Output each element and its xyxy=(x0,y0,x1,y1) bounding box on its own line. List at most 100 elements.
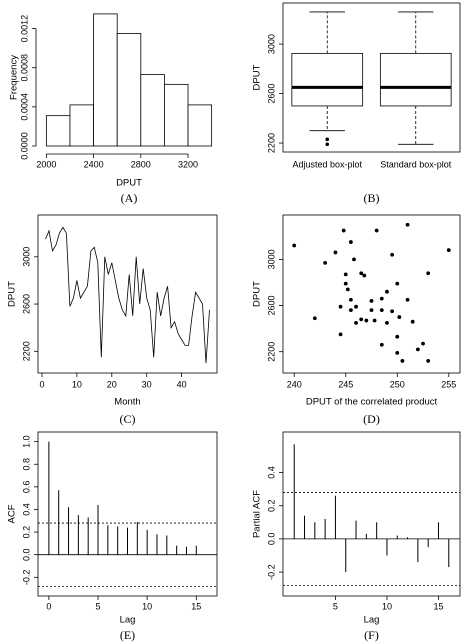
point xyxy=(395,350,400,355)
panel-caption: (A) xyxy=(121,191,138,205)
point xyxy=(385,320,389,325)
point xyxy=(372,318,377,323)
y-tick-label: 2600 xyxy=(266,84,276,104)
point xyxy=(390,309,395,314)
point xyxy=(379,308,384,313)
y-tick-label: 0.0000 xyxy=(19,132,29,160)
panel: 2200 2600 3000 DPUT 0 10 20 30 40 Month (C) xyxy=(7,214,218,426)
y-axis-label: Partial ACF xyxy=(252,490,263,538)
y-tick-label: 2600 xyxy=(21,294,31,314)
x-tick-label: 0 xyxy=(39,379,44,389)
y-tick-label: 0.0012 xyxy=(19,15,29,43)
point xyxy=(379,296,384,301)
point xyxy=(379,342,384,347)
y-tick-label: 0.2 xyxy=(21,526,31,539)
y-tick-label: 0.6 xyxy=(21,481,31,494)
outlier xyxy=(325,142,330,147)
y-tick-label: 0.4 xyxy=(266,466,276,479)
point xyxy=(352,257,356,262)
point xyxy=(348,297,353,302)
data-line xyxy=(45,226,210,364)
histogram-bar xyxy=(69,104,94,147)
point xyxy=(374,228,379,233)
plot-frame xyxy=(37,214,218,374)
panel: -0.2 0.0 0.2 0.4 Partial ACF 5 10 15 Lag (F) xyxy=(252,431,461,642)
point xyxy=(395,334,400,339)
y-tick-label: -0.2 xyxy=(21,570,31,586)
x-tick-label: 2000 xyxy=(36,159,56,169)
y-tick-label: 2600 xyxy=(266,296,276,316)
point xyxy=(390,252,395,257)
y-tick-label: 0.4 xyxy=(21,503,31,516)
point xyxy=(359,271,364,276)
x-tick-label: 10 xyxy=(382,601,392,611)
point xyxy=(405,297,410,302)
point xyxy=(369,299,374,303)
x-tick-label: 10 xyxy=(142,601,152,611)
y-tick-label: 3000 xyxy=(21,247,31,267)
y-tick-label: 0.0 xyxy=(21,548,31,561)
histogram-bar xyxy=(187,104,213,147)
point xyxy=(333,250,338,255)
plot-frame xyxy=(282,214,461,374)
point xyxy=(345,287,350,292)
point xyxy=(343,281,348,286)
point xyxy=(410,319,415,324)
histogram-bar xyxy=(140,74,165,147)
plot-frame xyxy=(282,431,461,597)
x-axis-label: DPUT xyxy=(116,178,142,189)
box xyxy=(379,52,452,107)
x-tick-label: 30 xyxy=(142,379,152,389)
point xyxy=(338,304,343,309)
histogram-bar xyxy=(116,33,142,147)
y-tick-label: 0.8 xyxy=(21,458,31,471)
x-tick-label: 0 xyxy=(46,601,51,611)
point xyxy=(323,260,328,265)
panel-caption: (E) xyxy=(120,628,135,642)
point xyxy=(405,222,410,227)
y-tick-label: 0.2 xyxy=(266,499,276,512)
x-axis-label: Lag xyxy=(364,615,380,626)
x-tick-label: 20 xyxy=(107,379,117,389)
x-tick-label: 5 xyxy=(96,601,101,611)
plot-frame xyxy=(282,2,461,153)
x-tick-label: 2800 xyxy=(131,159,151,169)
x-tick-label: 2400 xyxy=(84,159,104,169)
y-tick-label: 2200 xyxy=(21,341,31,361)
histogram-bar xyxy=(93,13,118,147)
panel-caption: (D) xyxy=(363,412,380,426)
x-axis-label: DPUT of the correlated product xyxy=(306,397,438,408)
point xyxy=(426,271,431,276)
point xyxy=(343,272,348,277)
point xyxy=(426,359,431,363)
y-tick-label: -0.2 xyxy=(266,564,276,580)
x-tick-label: 240 xyxy=(287,379,302,389)
point xyxy=(446,248,451,253)
panel-caption: (C) xyxy=(120,412,136,426)
point xyxy=(421,341,425,346)
y-axis-label: DPUT xyxy=(252,281,263,307)
point xyxy=(400,359,405,363)
y-tick-label: 0.0004 xyxy=(19,93,29,121)
y-tick-label: 2200 xyxy=(266,342,276,362)
point xyxy=(395,281,400,286)
point xyxy=(312,316,317,321)
x-category-label: Standard box-plot xyxy=(380,159,452,169)
x-tick-label: 250 xyxy=(390,379,405,389)
panel-caption: (F) xyxy=(364,628,379,642)
y-tick-label: 2200 xyxy=(266,133,276,153)
y-axis-label: DPUT xyxy=(7,281,18,307)
box xyxy=(291,52,364,107)
point xyxy=(354,320,358,325)
x-tick-label: 3200 xyxy=(178,159,198,169)
histogram-bar xyxy=(164,83,189,147)
point xyxy=(341,228,346,233)
panel-caption: (B) xyxy=(364,191,380,205)
x-tick-label: 40 xyxy=(177,379,187,389)
point xyxy=(348,308,353,313)
point xyxy=(415,347,420,352)
x-tick-label: 15 xyxy=(191,601,201,611)
y-tick-label: 3000 xyxy=(266,34,276,54)
